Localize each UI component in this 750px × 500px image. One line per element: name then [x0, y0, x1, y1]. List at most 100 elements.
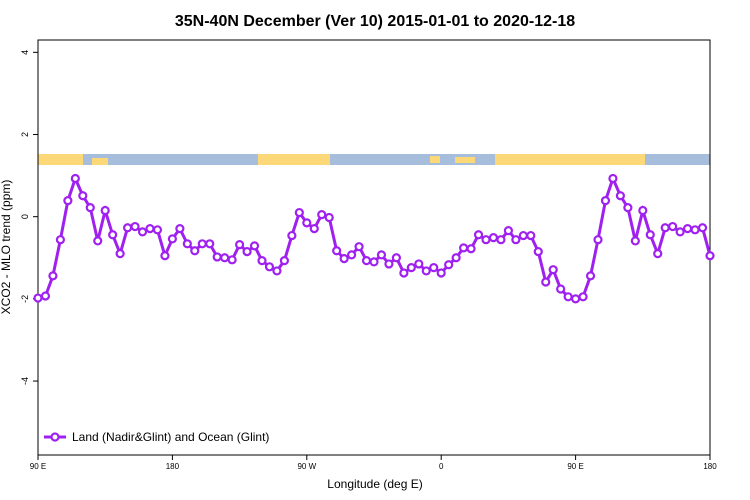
- x-tick-label: 180: [703, 462, 717, 471]
- surface-band: [38, 154, 710, 165]
- series-marker: [518, 230, 528, 241]
- series-marker: [264, 262, 275, 272]
- series-marker: [33, 293, 43, 303]
- series-marker: [459, 243, 469, 253]
- series-marker: [541, 277, 551, 287]
- land-band: [430, 156, 440, 163]
- series-marker: [488, 233, 499, 243]
- series-marker: [421, 266, 431, 276]
- y-tick-label: -2: [20, 295, 30, 303]
- series-marker: [145, 223, 155, 234]
- series-marker: [227, 255, 237, 265]
- series-marker: [108, 230, 118, 240]
- series-marker: [653, 249, 663, 259]
- legend-label: Land (Nadir&Glint) and Ocean (Glint): [72, 430, 269, 444]
- series-marker: [451, 253, 461, 263]
- x-tick-label: 90 W: [297, 462, 316, 471]
- series-marker: [645, 230, 655, 240]
- series-marker: [309, 223, 319, 234]
- land-band: [495, 154, 645, 165]
- series-marker: [570, 294, 581, 304]
- y-axis-label: XCO2 - MLO trend (ppm): [0, 180, 13, 315]
- series-marker: [287, 230, 297, 241]
- series-marker: [668, 221, 678, 232]
- land-band: [38, 154, 83, 165]
- series-marker: [563, 292, 573, 302]
- series-marker: [70, 173, 80, 184]
- y-tick-label: 2: [20, 132, 30, 137]
- series-marker: [608, 173, 618, 184]
- series-marker: [257, 256, 267, 266]
- series-marker: [160, 251, 170, 261]
- series-marker: [361, 256, 372, 266]
- series-marker: [220, 253, 230, 263]
- series-marker: [354, 242, 364, 252]
- series-marker: [578, 292, 588, 302]
- series-marker: [436, 268, 446, 278]
- series-marker: [85, 203, 95, 213]
- series-marker: [384, 259, 394, 269]
- series-marker: [690, 225, 700, 235]
- x-axis-label: Longitude (deg E): [327, 477, 422, 491]
- series-marker: [429, 263, 439, 273]
- x-tick-label: 90 E: [567, 462, 583, 471]
- chart-title: 35N-40N December (Ver 10) 2015-01-01 to …: [175, 13, 575, 30]
- ocean-band: [38, 154, 710, 165]
- series-marker: [705, 251, 715, 261]
- y-tick-label: 0: [20, 214, 30, 219]
- series-marker: [235, 240, 245, 250]
- plot-frame: [37, 39, 711, 456]
- series-marker: [406, 263, 416, 273]
- series-marker: [242, 247, 252, 257]
- series-marker: [369, 257, 379, 267]
- series-marker: [615, 191, 626, 201]
- series-marker: [585, 271, 596, 281]
- series-marker: [399, 268, 409, 278]
- series-marker: [152, 225, 163, 235]
- series-marker: [339, 253, 349, 264]
- land-band: [92, 158, 108, 165]
- series-marker: [556, 284, 566, 294]
- series-marker: [593, 235, 603, 245]
- series-marker: [376, 250, 387, 260]
- series-marker: [137, 227, 148, 237]
- series-marker: [100, 205, 110, 216]
- series-marker: [272, 266, 282, 276]
- series-marker: [347, 250, 357, 260]
- series-marker: [55, 235, 66, 245]
- series-marker: [175, 223, 185, 234]
- series-marker: [623, 203, 633, 213]
- series-marker: [294, 207, 304, 218]
- series-marker: [630, 236, 640, 246]
- series-marker: [496, 235, 506, 245]
- series-marker: [302, 218, 312, 228]
- legend-marker: [50, 432, 60, 442]
- series-marker: [205, 239, 215, 249]
- series-marker: [78, 191, 88, 201]
- x-tick-label: 90 E: [30, 462, 46, 471]
- series-marker: [182, 239, 192, 249]
- series-marker: [503, 226, 513, 236]
- series-marker: [332, 246, 342, 256]
- series-marker: [682, 223, 693, 234]
- series-marker: [533, 247, 543, 257]
- series-marker: [675, 227, 685, 237]
- series-marker: [473, 230, 484, 240]
- y-tick-label: -4: [20, 377, 30, 385]
- land-band: [455, 157, 475, 163]
- series-marker: [115, 249, 125, 259]
- series-marker: [511, 235, 521, 245]
- series-marker: [167, 234, 177, 244]
- series-marker: [279, 256, 289, 266]
- series-marker: [130, 221, 140, 232]
- series-marker: [212, 252, 222, 262]
- series-marker: [391, 253, 401, 263]
- series-marker: [197, 239, 207, 249]
- series-marker: [526, 230, 536, 241]
- series-marker: [481, 235, 491, 245]
- series-marker: [190, 246, 200, 256]
- series-marker: [414, 259, 424, 269]
- series-marker: [48, 271, 58, 281]
